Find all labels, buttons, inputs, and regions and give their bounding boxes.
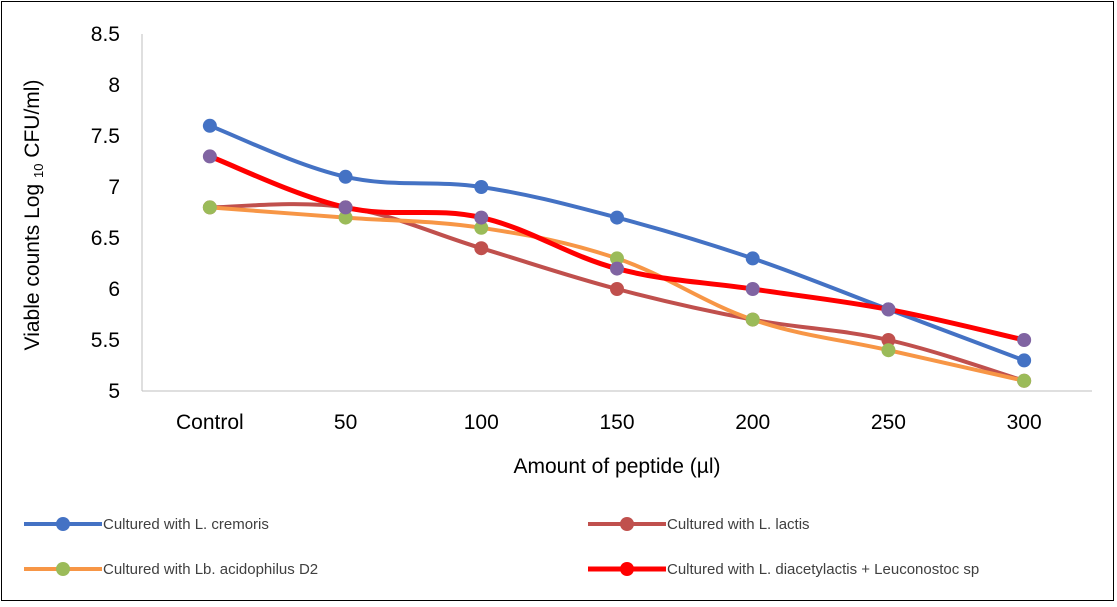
data-point: [610, 282, 624, 296]
legend-label: Cultured with L. lactis: [667, 516, 810, 533]
y-tick-label: 5.5: [91, 329, 120, 352]
data-point: [338, 169, 353, 184]
legend-item: Cultured with L. diacetylactis + Leucono…: [588, 561, 979, 578]
data-point: [338, 200, 353, 215]
legend-marker: [620, 517, 634, 531]
series-1: [202, 118, 1032, 368]
legend-label: Cultured with L. cremoris: [103, 516, 269, 533]
series-line: [207, 153, 1027, 343]
x-tick-label: 150: [599, 411, 634, 434]
y-axis-title-suffix: CFU/ml): [21, 80, 44, 164]
data-point: [610, 210, 624, 225]
y-axis-title: Viable counts Log 10 CFU/ml): [21, 80, 46, 351]
legend-item: Cultured with L. cremoris: [24, 516, 269, 533]
y-tick-labels: 5 5.5 6 6.5 7 7.5 8 8.5: [91, 23, 120, 403]
y-tick-label: 7: [108, 176, 120, 199]
legend-label: Cultured with L. diacetylactis + Leucono…: [667, 561, 979, 578]
data-point: [202, 200, 217, 215]
y-tick-label: 6: [108, 278, 120, 301]
x-tick-label: 200: [735, 411, 770, 434]
data-point: [1017, 353, 1032, 368]
legend-item: Cultured with L. lactis: [588, 516, 810, 533]
legend: Cultured with L. cremoris Cultured with L…: [24, 516, 979, 578]
series-line: [207, 123, 1027, 363]
x-tick-label: 50: [334, 411, 357, 434]
y-axis-title-subscript: 10: [31, 164, 46, 178]
x-tick-label: 300: [1007, 411, 1042, 434]
series-4: [202, 149, 1032, 347]
data-point: [1017, 373, 1032, 388]
data-point: [1017, 333, 1032, 347]
legend-marker: [56, 562, 70, 576]
y-tick-label: 6.5: [91, 227, 120, 250]
data-point: [745, 282, 760, 296]
x-axis-title: Amount of peptide (µl): [513, 455, 720, 478]
y-tick-label: 7.5: [91, 125, 120, 148]
y-tick-label: 8.5: [91, 23, 120, 46]
data-point: [338, 210, 353, 225]
x-tick-label: 100: [464, 411, 499, 434]
data-point: [881, 343, 896, 358]
data-point: [610, 251, 624, 266]
data-point: [745, 251, 760, 266]
legend-marker: [56, 517, 70, 531]
data-point: [881, 302, 896, 317]
data-point: [745, 312, 760, 327]
y-tick-label: 8: [108, 74, 120, 97]
y-tick-label: 5: [108, 380, 120, 403]
data-point: [474, 241, 489, 256]
data-point: [202, 118, 217, 133]
legend-marker: [620, 562, 634, 576]
data-point: [474, 210, 489, 225]
series-2: [202, 200, 1032, 388]
data-point: [474, 180, 489, 194]
data-point: [474, 220, 489, 235]
legend-item: Cultured with Lb. acidophilus D2: [24, 561, 318, 578]
x-tick-label: 250: [871, 411, 906, 434]
series-layer: [202, 118, 1032, 388]
chart-axes: [141, 34, 1092, 392]
data-point: [610, 261, 624, 276]
x-tick-label: Control: [176, 411, 244, 434]
legend-label: Cultured with Lb. acidophilus D2: [103, 561, 318, 578]
data-point: [881, 333, 896, 347]
data-point: [202, 149, 217, 164]
x-tick-labels: Control 50 100 150 200 250 300: [176, 411, 1042, 434]
series-3: [202, 200, 1032, 388]
y-axis-title-prefix: Viable counts Log: [21, 178, 44, 350]
